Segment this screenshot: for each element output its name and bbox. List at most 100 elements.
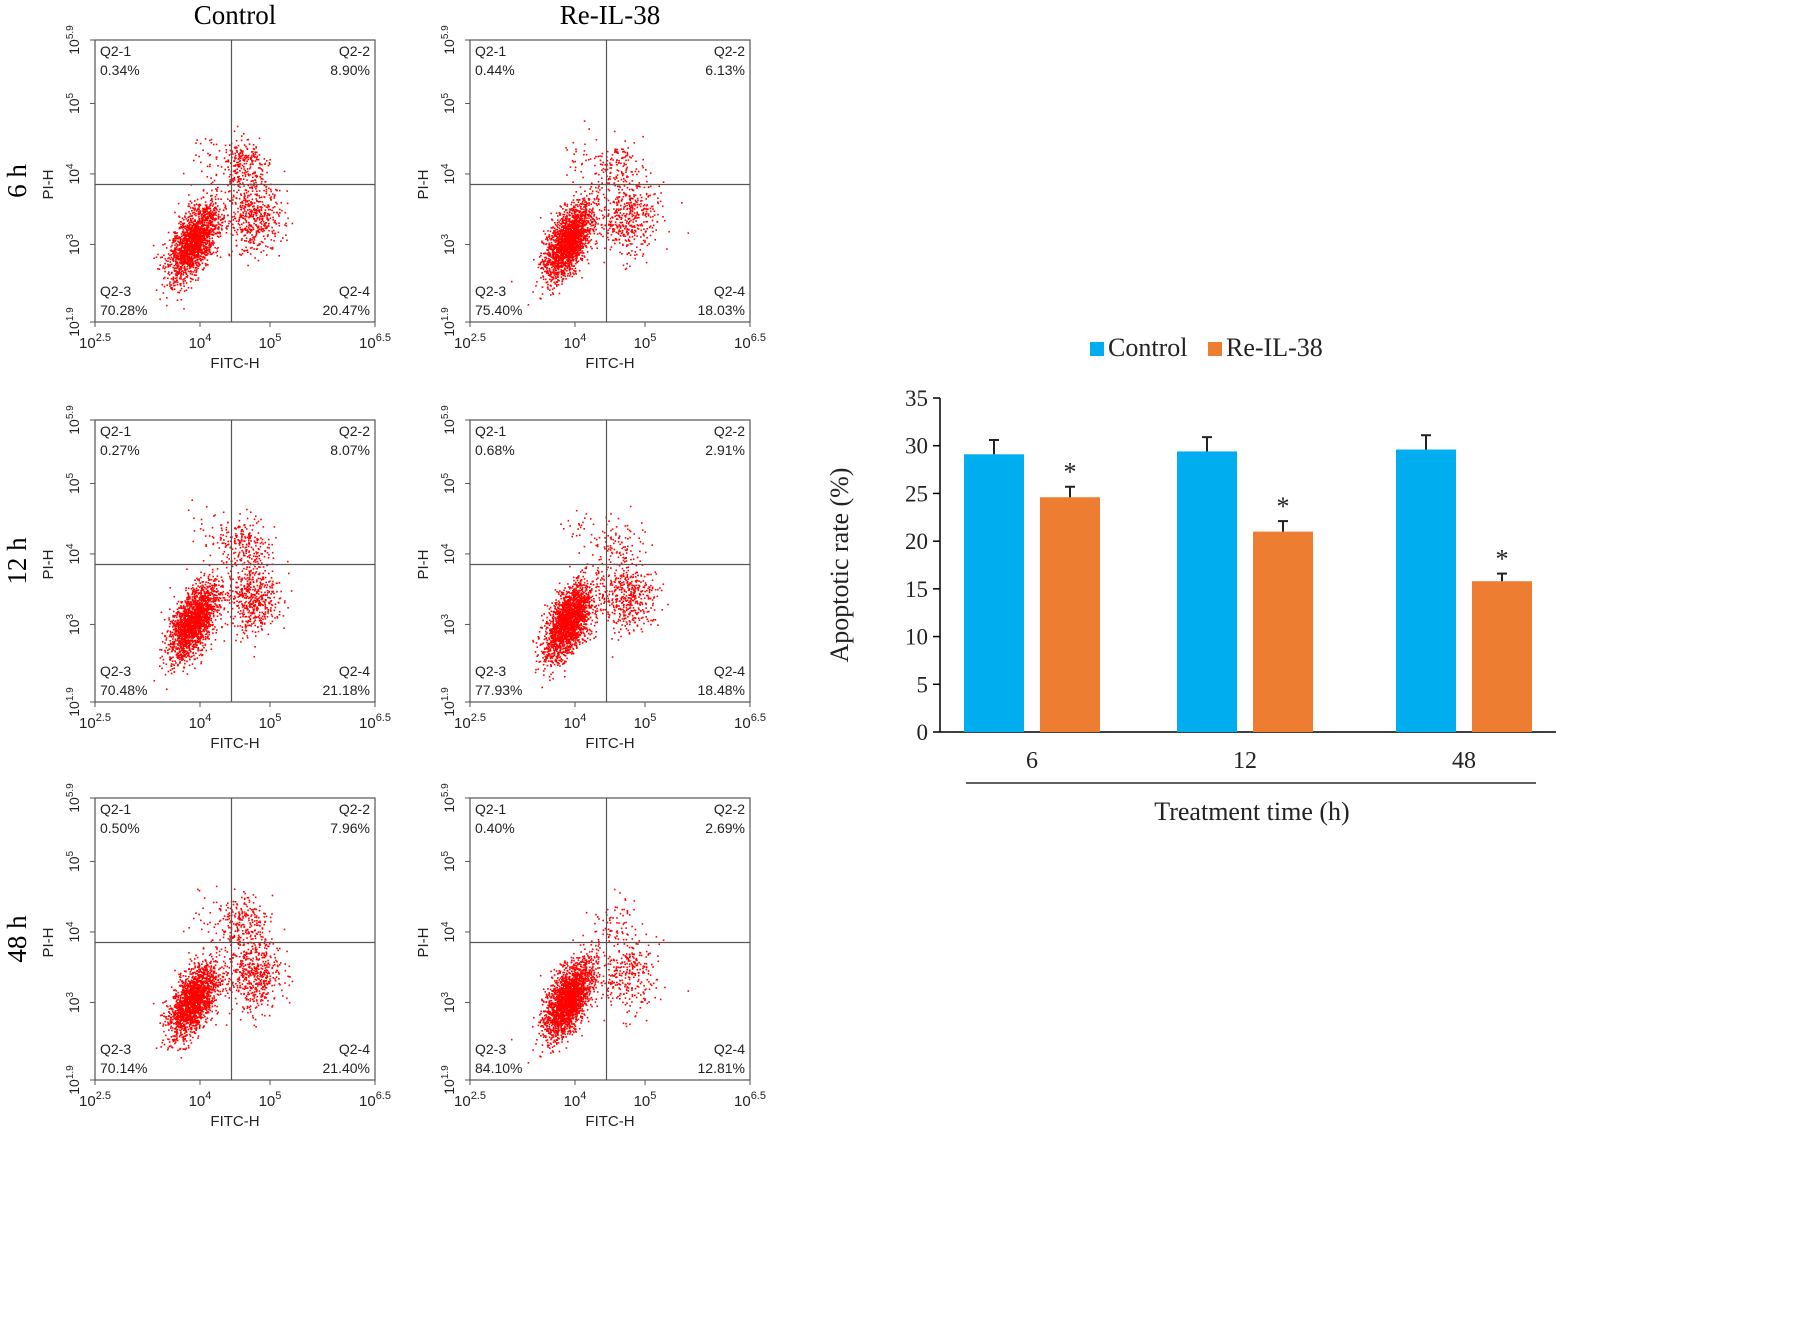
dot bbox=[176, 279, 178, 281]
dot bbox=[265, 163, 267, 165]
dot bbox=[258, 159, 260, 161]
dot bbox=[185, 232, 187, 234]
dot bbox=[238, 153, 240, 155]
dot bbox=[599, 189, 601, 191]
dot bbox=[236, 220, 238, 222]
dot bbox=[195, 154, 197, 156]
dot bbox=[249, 242, 251, 244]
dot bbox=[543, 264, 545, 266]
dot bbox=[184, 278, 186, 280]
dot bbox=[218, 217, 220, 219]
dot bbox=[196, 236, 198, 238]
dot bbox=[653, 225, 655, 227]
dot bbox=[578, 199, 580, 201]
dot bbox=[266, 172, 268, 174]
dot bbox=[257, 210, 259, 212]
dot bbox=[650, 216, 652, 218]
dot bbox=[621, 217, 623, 219]
dot bbox=[254, 257, 256, 259]
dot bbox=[237, 208, 239, 210]
dot bbox=[200, 143, 202, 145]
quadrant-percent: 70.28% bbox=[100, 302, 147, 318]
dot bbox=[253, 183, 255, 185]
dot bbox=[247, 148, 249, 150]
dot bbox=[251, 212, 253, 214]
dot bbox=[214, 220, 216, 222]
dot bbox=[262, 204, 264, 206]
dot bbox=[588, 128, 590, 130]
dot bbox=[575, 260, 577, 262]
dot bbox=[639, 182, 641, 184]
dot bbox=[181, 233, 183, 235]
dot bbox=[597, 223, 599, 225]
dot bbox=[654, 214, 656, 216]
dot bbox=[225, 161, 227, 163]
dot bbox=[247, 195, 249, 197]
dot bbox=[207, 206, 209, 208]
dot bbox=[631, 157, 633, 159]
dot bbox=[235, 203, 237, 205]
dot bbox=[573, 202, 575, 204]
dot bbox=[284, 171, 286, 173]
dot bbox=[209, 164, 211, 166]
dot bbox=[601, 187, 603, 189]
dot bbox=[551, 271, 553, 273]
dot bbox=[178, 238, 180, 240]
dot bbox=[578, 201, 580, 203]
dot bbox=[632, 198, 634, 200]
dot bbox=[544, 264, 546, 266]
dot bbox=[559, 239, 561, 241]
dot bbox=[616, 208, 618, 210]
dot bbox=[195, 142, 197, 144]
dot bbox=[213, 252, 215, 254]
dot bbox=[205, 255, 207, 257]
tick-exponent: 4 bbox=[205, 332, 211, 344]
dot bbox=[270, 197, 272, 199]
dot bbox=[268, 204, 270, 206]
dot bbox=[589, 240, 591, 242]
dot bbox=[159, 264, 161, 266]
dot bbox=[227, 198, 229, 200]
dot bbox=[553, 232, 555, 234]
dot bbox=[216, 156, 218, 158]
dot bbox=[646, 213, 648, 215]
dot bbox=[236, 192, 238, 194]
dot bbox=[584, 144, 586, 146]
plot-frame bbox=[470, 40, 750, 322]
dot bbox=[193, 230, 195, 232]
dot bbox=[634, 203, 636, 205]
dot bbox=[191, 227, 193, 229]
dot bbox=[618, 180, 620, 182]
dot bbox=[239, 157, 241, 159]
dot bbox=[591, 186, 593, 188]
dot bbox=[626, 254, 628, 256]
dot bbox=[246, 192, 248, 194]
dot bbox=[214, 180, 216, 182]
dot bbox=[248, 241, 250, 243]
dot bbox=[180, 252, 182, 254]
dot bbox=[180, 221, 182, 223]
dot bbox=[217, 165, 219, 167]
dot bbox=[239, 206, 241, 208]
dot bbox=[643, 233, 645, 235]
dot bbox=[244, 210, 246, 212]
dot bbox=[688, 232, 690, 234]
dot bbox=[618, 201, 620, 203]
dot bbox=[212, 240, 214, 242]
dot bbox=[681, 202, 683, 204]
dot bbox=[223, 216, 225, 218]
dot bbox=[261, 221, 263, 223]
dot bbox=[254, 239, 256, 241]
dot bbox=[612, 225, 614, 227]
dot bbox=[262, 218, 264, 220]
dot bbox=[237, 176, 239, 178]
dot bbox=[168, 271, 170, 273]
dot bbox=[197, 247, 199, 249]
dot bbox=[582, 177, 584, 179]
dot bbox=[224, 157, 226, 159]
dot bbox=[575, 151, 577, 153]
dot bbox=[176, 248, 178, 250]
dot bbox=[255, 147, 257, 149]
dot bbox=[196, 139, 198, 141]
y-tick-label: 105 bbox=[65, 92, 82, 114]
